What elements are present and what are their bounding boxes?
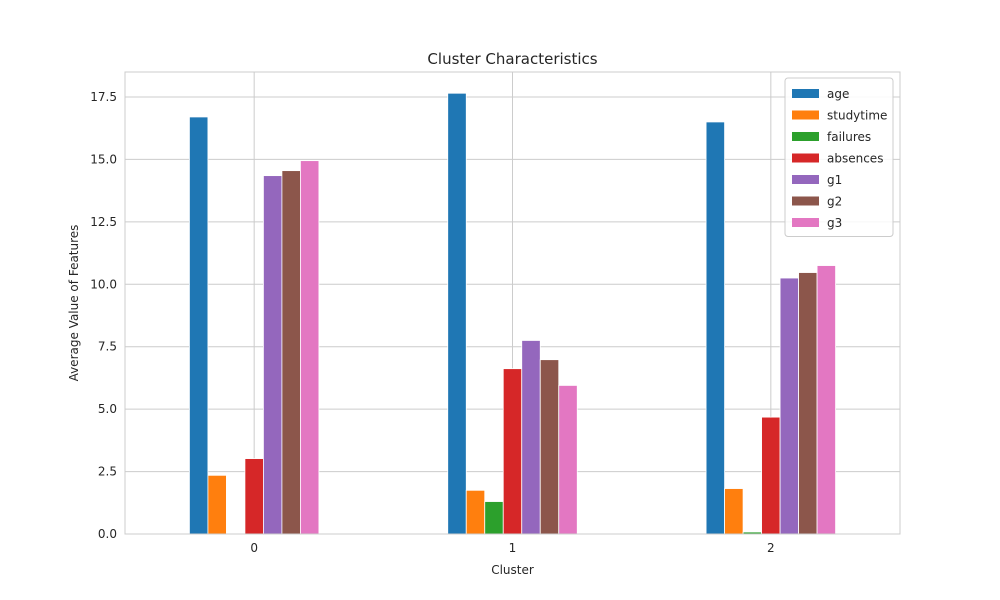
legend-label-failures: failures [827,130,871,144]
y-tick-label: 5.0 [98,402,117,416]
legend-swatch-studytime [792,110,819,120]
bar-g1-cluster-1 [521,340,541,535]
legend-label-absences: absences [827,152,883,166]
legend-swatch-g3 [792,218,819,227]
legend-label-g2: g2 [827,195,842,209]
y-tick-label: 12.5 [90,215,117,229]
legend-label-g1: g1 [827,173,842,187]
bar-g2-cluster-1 [539,359,560,535]
bar-studytime-cluster-2 [724,488,744,535]
bar-g3-cluster-2 [816,265,836,535]
legend-swatch-failures [792,132,819,141]
y-tick-label: 0.0 [98,527,117,541]
y-axis-label: Average Value of Features [67,225,81,382]
legend-swatch-g2 [792,196,819,206]
chart-title: Cluster Characteristics [427,50,597,68]
bar-g3-cluster-0 [300,160,320,535]
bar-age-cluster-2 [705,121,725,535]
legend-swatch-g1 [792,175,819,184]
legend-label-g3: g3 [827,216,842,230]
x-tick-label: 0 [250,541,258,555]
y-tick-label: 15.0 [90,152,117,166]
y-tick-label: 10.0 [90,277,117,291]
bar-g2-cluster-2 [798,272,818,535]
legend-label-studytime: studytime [827,109,887,123]
ticks-layer: 0.0 2.5 5.0 7.5 10.0 12.5 15.0 17.5 0 1 2 [90,90,774,555]
legend-swatch-absences [792,153,819,163]
bar-age-cluster-0 [189,116,209,535]
x-tick-label: 1 [509,541,517,555]
plot-frame [124,71,901,535]
bar-g1-cluster-0 [263,175,283,535]
bar-absences-cluster-1 [502,368,523,535]
y-tick-label: 2.5 [98,465,117,479]
bar-g2-cluster-0 [281,170,301,535]
y-tick-label: 17.5 [90,90,117,104]
legend-swatch-age [792,89,819,98]
bar-absences-cluster-0 [244,458,264,535]
x-axis-label: Cluster [491,563,534,577]
bar-g3-cluster-1 [558,385,578,535]
legend: age studytime failures absences g1 g2 g3 [784,77,894,237]
legend-label-age: age [827,87,849,101]
bar-g1-cluster-2 [779,277,799,535]
x-tick-label: 2 [767,541,775,555]
bar-studytime-cluster-0 [207,474,227,535]
bar-failures-cluster-1 [484,501,504,535]
bar-studytime-cluster-1 [465,489,486,535]
bar-age-cluster-1 [447,92,467,535]
y-tick-label: 7.5 [98,340,117,354]
bar-absences-cluster-2 [761,416,781,535]
